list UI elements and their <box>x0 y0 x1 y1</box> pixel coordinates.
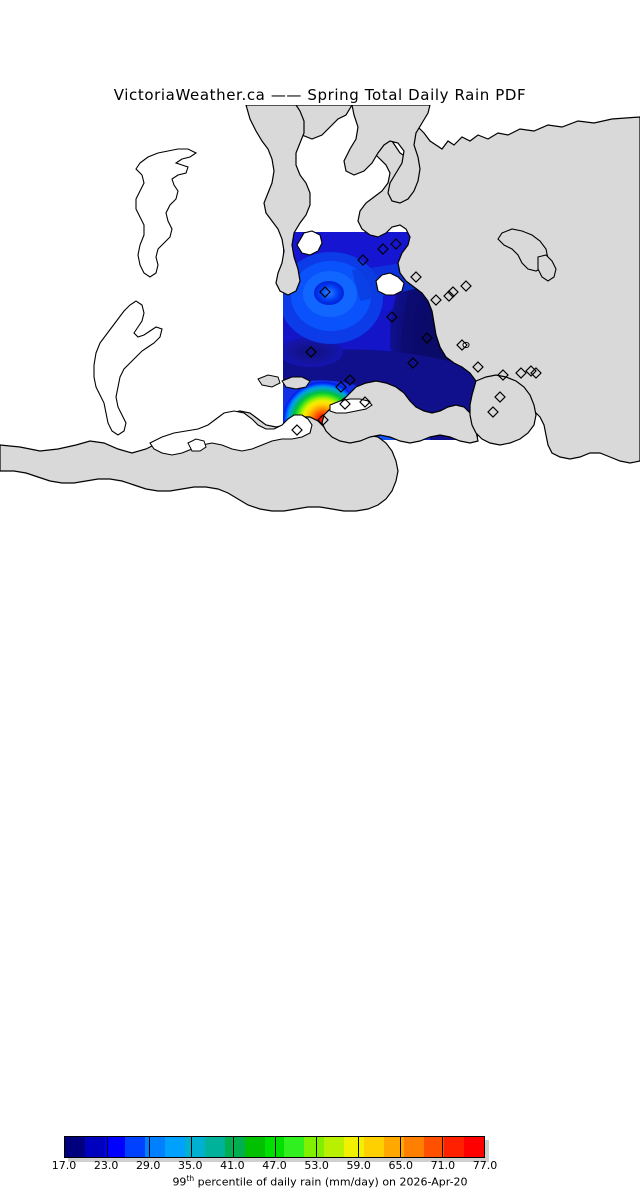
colorbar-divider <box>190 1137 192 1157</box>
colorbar-swatch <box>65 1137 86 1157</box>
colorbar-tick-labels: 17.0 23.0 29.0 35.0 41.0 47.0 53.0 59.0 65.0 71.0… <box>0 1159 640 1175</box>
colorbar-swatch <box>284 1137 306 1157</box>
colorbar-swatch <box>164 1137 186 1157</box>
colorbar-swatch <box>204 1137 226 1157</box>
diamond-marker[interactable] <box>305 346 317 358</box>
island-chain-south-2 <box>257 374 281 388</box>
diamond-marker[interactable] <box>410 271 422 283</box>
colorbar-swatch <box>344 1137 365 1157</box>
diamond-marker[interactable] <box>430 294 442 306</box>
colorbar-divider <box>148 1137 150 1157</box>
colorbar-divider <box>400 1137 402 1157</box>
colorbar-tick-label: 41.0 <box>220 1159 245 1172</box>
coast-channel <box>296 230 323 256</box>
colorbar-swatch <box>124 1137 146 1157</box>
diamond-marker[interactable] <box>460 280 472 292</box>
colorbar-swatch <box>104 1137 126 1157</box>
diamond-marker[interactable] <box>407 357 419 369</box>
map-canvas[interactable] <box>0 105 640 555</box>
colorbar-gradient <box>64 1136 485 1158</box>
geography <box>0 105 640 512</box>
map-graphic <box>0 105 640 555</box>
island-northeast-lobe2 <box>537 254 557 282</box>
diamond-marker[interactable] <box>456 339 468 351</box>
colorbar-tick-label: 77.0 <box>472 1159 498 1172</box>
diamond-marker[interactable] <box>530 367 542 379</box>
colorbar-swatch <box>404 1137 425 1157</box>
island-chain-south <box>281 376 311 390</box>
colorbar-swatch <box>304 1137 325 1157</box>
colorbar-divider <box>106 1137 108 1157</box>
diamond-marker[interactable] <box>317 414 329 426</box>
diamond-marker[interactable] <box>487 406 499 418</box>
page-title: VictoriaWeather.ca —— Spring Total Daily… <box>113 86 527 104</box>
caption-ordinal-suffix: th <box>186 1174 195 1183</box>
colorbar-divider <box>232 1137 234 1157</box>
colorbar-swatch <box>244 1137 266 1157</box>
island-mid <box>375 272 405 296</box>
coast-north-land-2 <box>343 105 431 204</box>
colorbar-swatch <box>444 1137 465 1157</box>
island-northwest-lower <box>93 300 163 436</box>
colorbar-tick-label: 23.0 <box>93 1159 119 1172</box>
island-northwest-upper <box>135 148 198 278</box>
colorbar-tick-label: 29.0 <box>135 1159 161 1172</box>
colorbar-swatch <box>364 1137 385 1157</box>
diamond-marker[interactable] <box>359 396 371 408</box>
coast-west-land <box>245 105 311 296</box>
peninsula-south-central <box>321 380 479 444</box>
caption-rest: percentile of daily rain (mm/day) on 202… <box>194 1175 468 1189</box>
diamond-marker[interactable] <box>335 381 347 393</box>
colorbar-swatch <box>464 1137 484 1157</box>
station-marker-layer[interactable] <box>291 238 542 436</box>
island-dot <box>462 341 470 349</box>
diamond-marker[interactable] <box>291 424 303 436</box>
diamond-marker[interactable] <box>447 286 459 298</box>
colorbar-swatch <box>324 1137 345 1157</box>
colorbar-tick-label: 35.0 <box>178 1159 203 1172</box>
diamond-marker[interactable] <box>494 391 506 403</box>
diamond-marker[interactable] <box>515 367 527 379</box>
colorbar-tick-label: 59.0 <box>346 1159 371 1172</box>
channel-south <box>329 398 373 414</box>
field-central-low <box>283 337 343 367</box>
diamond-marker[interactable] <box>443 290 455 302</box>
caption-percentile-number: 99 <box>172 1175 187 1189</box>
diamond-marker[interactable] <box>386 311 398 323</box>
colorbar-tick-label: 71.0 <box>430 1159 456 1172</box>
diamond-marker[interactable] <box>390 238 402 250</box>
colorbar-tick-label: 65.0 <box>388 1159 414 1172</box>
colorbar: 17.0 23.0 29.0 35.0 41.0 47.0 53.0 59.0 65.0 71.0… <box>0 566 640 1189</box>
diamond-marker[interactable] <box>344 374 356 386</box>
colorbar-tick-label: 47.0 <box>262 1159 287 1172</box>
colorbar-divider <box>316 1137 318 1157</box>
colorbar-tick-label: 53.0 <box>304 1159 329 1172</box>
colorbar-swatch <box>384 1137 405 1157</box>
diamond-marker[interactable] <box>357 254 369 266</box>
diamond-marker[interactable] <box>472 361 484 373</box>
diamond-marker[interactable] <box>339 398 351 410</box>
colorbar-caption: 99th percentile of daily rain (mm/day) o… <box>0 1174 640 1189</box>
diamond-marker[interactable] <box>319 286 331 298</box>
colorbar-tick-label: 17.0 <box>51 1159 77 1172</box>
diamond-marker[interactable] <box>497 369 509 381</box>
colorbar-swatch <box>224 1137 246 1157</box>
diamond-marker[interactable] <box>377 243 389 255</box>
islet-southwest <box>187 438 207 452</box>
diamond-marker[interactable] <box>421 332 433 344</box>
colorbar-swatch <box>184 1137 206 1157</box>
colorbar-divider <box>358 1137 360 1157</box>
colorbar-swatch <box>84 1137 106 1157</box>
weather-map-page: VictoriaWeather.ca —— Spring Total Daily… <box>0 86 640 1189</box>
colorbar-divider <box>274 1137 276 1157</box>
coast-southeast-tail <box>469 374 537 446</box>
colorbar-divider <box>442 1137 444 1157</box>
